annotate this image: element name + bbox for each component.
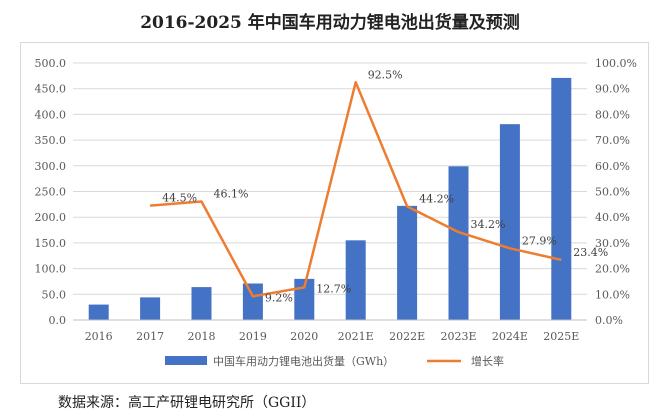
legend-bar-swatch: [165, 356, 207, 365]
x-tick-label: 2021E: [338, 330, 374, 343]
data-label: 34.2%: [471, 218, 506, 231]
x-tick-label: 2024E: [492, 330, 528, 343]
x-tick-label: 2019: [239, 330, 267, 343]
y-right-tick-label: 40.0%: [595, 211, 630, 224]
data-label: 9.2%: [265, 291, 293, 304]
x-tick-label: 2016: [85, 330, 113, 343]
grid-lines: [73, 62, 587, 321]
y-right-tick-label: 30.0%: [595, 237, 630, 250]
y-right-tick-label: 50.0%: [595, 186, 630, 199]
x-tick-label: 2023E: [440, 330, 476, 343]
y-right-tick-label: 0.0%: [595, 314, 623, 327]
y-right-tick-label: 70.0%: [595, 134, 630, 147]
y-right-tick-label: 60.0%: [595, 160, 630, 173]
y-right-tick-label: 90.0%: [595, 83, 630, 96]
data-label: 12.7%: [316, 282, 351, 295]
bar: [551, 77, 572, 320]
growth-rate-line: [150, 81, 562, 298]
y-left-tick-label: 0.0: [49, 314, 67, 327]
legend-bar-label: 中国车用动力锂电池出货量（GWh）: [213, 354, 394, 368]
y-left-tick-label: 250.0: [35, 186, 67, 199]
y-left-tick-label: 400.0: [35, 108, 67, 121]
legend: 中国车用动力锂电池出货量（GWh） 增长率: [165, 354, 504, 368]
data-label: 23.4%: [573, 246, 608, 259]
y-left-tick-label: 100.0: [35, 263, 67, 276]
source-note: 数据来源：高工产研锂电研究所（GGII）: [58, 395, 316, 411]
bar: [88, 304, 109, 320]
y-left-tick-label: 200.0: [35, 211, 67, 224]
legend-line-label: 增长率: [471, 354, 504, 368]
axes: 0.0 0.0% 50.0 10.0% 100.0 20.0% 150.0 30.0% 200.…: [35, 57, 637, 343]
y-right-tick-label: 100.0%: [595, 57, 637, 70]
bar: [448, 166, 469, 320]
chart-svg: 44.5% 46.1% 9.2% 12.7% 92.5% 44.2% 34.2% 27.9% 2…: [35, 57, 637, 368]
y-left-tick-label: 150.0: [35, 237, 67, 250]
chart-frame: 44.5% 46.1% 9.2% 12.7% 92.5% 44.2% 34.2% 27.9% 2…: [20, 42, 649, 384]
data-label: 46.1%: [214, 188, 249, 201]
bar: [345, 240, 366, 320]
x-tick-label: 2020: [290, 330, 318, 343]
chart-title: 2016-2025 年中国车用动力锂电池出货量及预测: [140, 13, 520, 33]
y-left-tick-label: 300.0: [35, 160, 67, 173]
y-left-tick-label: 50.0: [42, 288, 67, 301]
bar: [191, 287, 212, 320]
y-right-tick-label: 80.0%: [595, 108, 630, 121]
bar-series: [88, 77, 572, 320]
data-label: 27.9%: [522, 234, 557, 247]
x-tick-label: 2022E: [389, 330, 425, 343]
y-left-tick-label: 450.0: [35, 83, 67, 96]
x-tick-label: 2018: [188, 330, 216, 343]
x-tick-label: 2017: [136, 330, 164, 343]
bar: [242, 283, 263, 320]
bar: [499, 124, 520, 320]
y-right-tick-label: 20.0%: [595, 263, 630, 276]
bar: [397, 205, 418, 320]
bar: [140, 297, 161, 320]
y-left-tick-label: 350.0: [35, 134, 67, 147]
line-series: 44.5% 46.1% 9.2% 12.7% 92.5% 44.2% 34.2% 27.9% 2…: [150, 68, 608, 304]
data-label: 44.5%: [162, 192, 197, 205]
y-left-tick-label: 500.0: [35, 57, 67, 70]
y-right-tick-label: 10.0%: [595, 288, 630, 301]
data-label: 44.2%: [419, 192, 454, 205]
data-label: 92.5%: [368, 68, 403, 81]
x-tick-label: 2025E: [543, 330, 579, 343]
